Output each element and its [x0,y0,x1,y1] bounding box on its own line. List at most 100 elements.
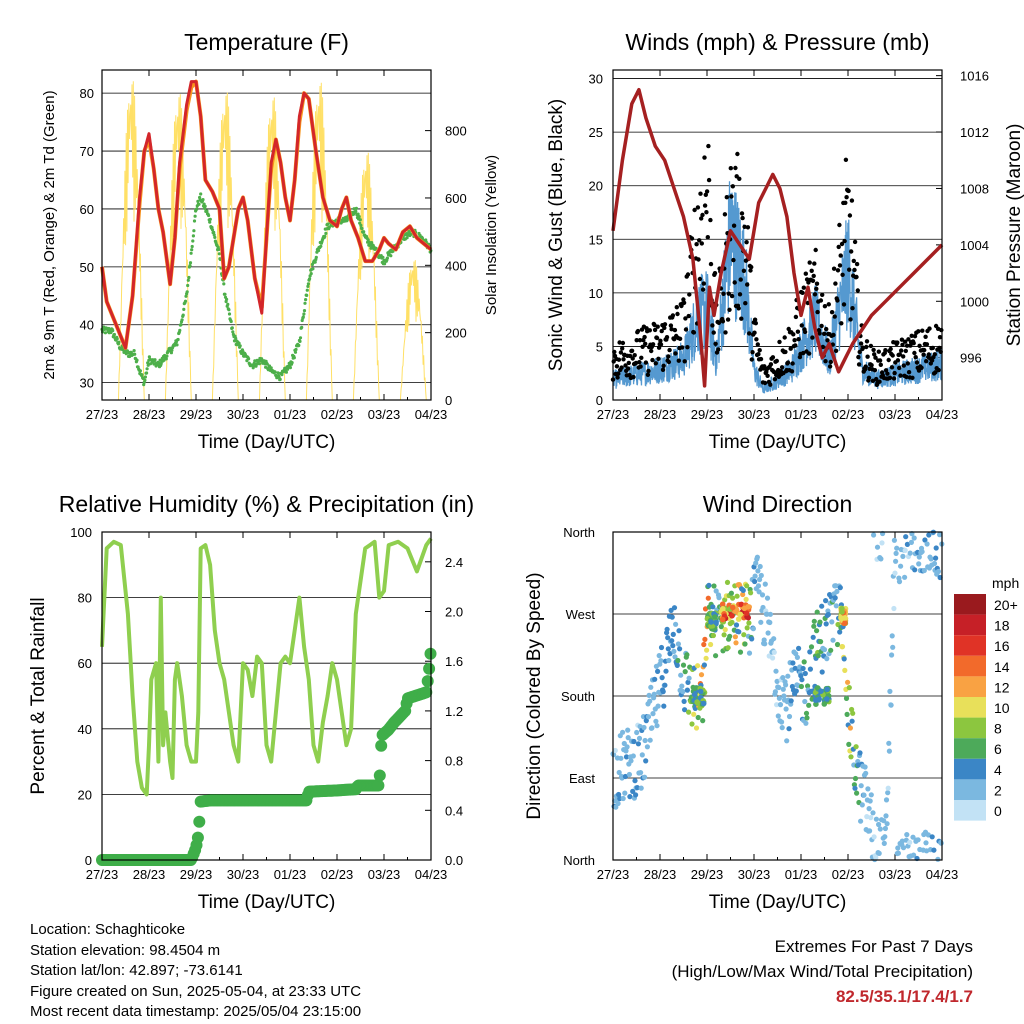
dewpoint-point [192,219,197,223]
y-right-axis-title: Solar Insolation (Yellow) [483,155,500,315]
chart-title: Winds (mph) & Pressure (mb) [625,29,929,55]
dewpoint-point [189,251,193,255]
precip-point [423,662,436,675]
gust-point [777,339,782,345]
direction-point [633,792,639,798]
direction-point [671,648,677,655]
direction-point [779,719,785,725]
direction-point [710,604,716,610]
dewpoint-point [324,231,328,235]
gust-point [768,382,773,387]
x-tick-label: 02/23 [832,407,865,422]
gust-point [904,374,909,380]
direction-point [854,790,860,796]
gust-point [872,352,877,357]
gust-point [839,321,844,326]
gust-point [917,343,922,348]
gust-point [658,342,664,347]
gust-point [922,347,927,353]
direction-point [746,620,752,626]
direction-point [772,689,779,695]
x-tick-label: 04/23 [926,407,959,422]
legend-swatch [954,594,986,615]
direction-point [824,656,830,662]
y-right-tick-label: 1.2 [445,704,463,719]
legend-swatch [954,635,986,656]
dewpoint-point [354,206,358,210]
direction-point [885,785,891,791]
dewpoint-point [385,256,389,260]
gust-point [681,300,687,305]
direction-point [762,581,768,587]
gust-point [662,325,667,331]
gust-point [924,342,930,347]
gust-point [923,334,928,339]
gust-point [815,309,820,315]
dewpoint-point [304,298,308,302]
direction-point [669,614,675,620]
gust-point [621,357,626,362]
direction-point [675,657,681,664]
direction-point [713,653,719,659]
y-tick-label: West [566,607,596,622]
gust-point [756,352,761,357]
dewpoint-point [309,272,313,276]
precip-point [373,769,386,782]
gust-point [675,311,680,317]
gust-point [829,310,835,315]
y-tick-label: 10 [589,286,603,301]
precip-point [191,831,204,844]
dewpoint-point [191,239,195,243]
direction-point [876,850,882,857]
gust-point [679,345,685,350]
gust-point [732,280,737,285]
gust-point [876,349,881,354]
direction-point [718,624,724,630]
gust-point [835,268,841,273]
direction-point [664,626,670,632]
gust-point [700,287,706,292]
direction-point [870,810,876,816]
direction-point [790,660,796,666]
direction-point [666,657,672,664]
direction-point [612,747,618,754]
direction-point [770,655,776,661]
dewpoint-point [103,331,107,335]
direction-point [861,792,867,798]
gust-point [803,271,808,276]
gust-point [857,349,862,355]
gust-point [887,375,893,380]
gust-point [926,352,931,357]
direction-point [756,589,762,595]
dewpoint-point [306,282,310,286]
direction-point [767,611,774,617]
gust-point [899,348,904,353]
gust-point [650,357,655,363]
x-tick-label: 01/23 [785,407,818,422]
direction-point [867,828,873,834]
y-tick-label: 15 [589,232,603,247]
direction-point [891,537,898,543]
y-right-tick-label: 1008 [960,181,989,196]
gust-point [632,353,637,358]
direction-point [722,627,728,633]
direction-point [878,556,884,562]
direction-point [893,558,899,564]
precip-point [420,686,433,699]
dewpoint-point [381,255,385,259]
direction-point [873,854,879,861]
direction-point [931,560,938,567]
gust-point [742,224,747,229]
direction-point [841,656,847,662]
dewpoint-point [111,329,115,333]
gust-point [913,355,918,360]
gust-point [889,365,895,370]
direction-point [760,604,766,611]
direction-point [638,770,644,776]
dewpoint-point [383,262,387,266]
gust-point [932,352,937,357]
gust-point [885,371,890,376]
direction-point [825,611,832,618]
gust-point [813,247,818,253]
gust-point [790,361,795,366]
